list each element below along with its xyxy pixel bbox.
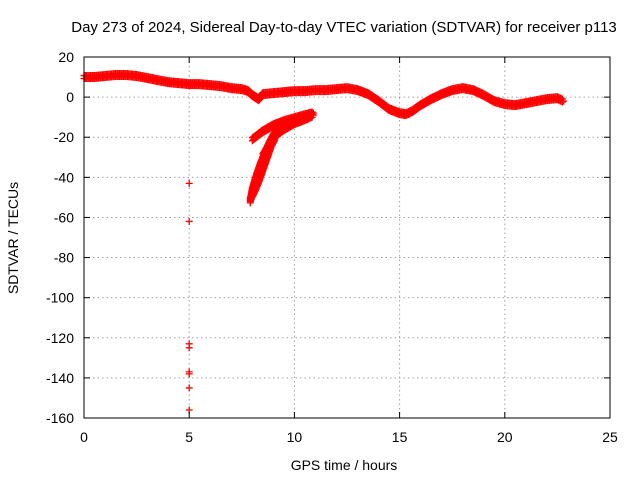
data-point xyxy=(271,133,279,141)
y-tick-label: -140 xyxy=(46,370,74,386)
data-point xyxy=(560,97,568,105)
y-tick-label: -60 xyxy=(54,209,74,225)
plot-frame xyxy=(83,56,611,419)
data-point xyxy=(185,217,193,225)
data-point xyxy=(309,111,317,119)
y-tick-label: -20 xyxy=(54,129,74,145)
y-axis-label: SDTVAR / TECUs xyxy=(5,182,21,294)
x-tick-label: 10 xyxy=(287,429,303,445)
y-tick-label: 0 xyxy=(66,89,74,105)
data-point xyxy=(272,129,280,137)
x-tick-label: 5 xyxy=(185,429,193,445)
y-tick-label: -160 xyxy=(46,410,74,426)
y-tick-label: -100 xyxy=(46,290,74,306)
x-tick-label: 15 xyxy=(392,429,408,445)
chart-title: Day 273 of 2024, Sidereal Day-to-day VTE… xyxy=(71,19,617,36)
data-point xyxy=(274,125,282,133)
x-tick-label: 20 xyxy=(497,429,513,445)
data-point xyxy=(185,370,193,378)
data-point xyxy=(558,98,566,106)
data-points xyxy=(80,70,568,414)
x-tick-label: 25 xyxy=(602,429,618,445)
x-axis-label: GPS time / hours xyxy=(291,457,398,473)
axis-ticks: 0 5 10 15 20 25 20 0 -20 -40 -60 -80 -100 -120 -140 -16… xyxy=(46,49,618,445)
data-point xyxy=(185,384,193,392)
y-tick-label: -120 xyxy=(46,330,74,346)
data-point xyxy=(185,179,193,187)
y-tick-label: 20 xyxy=(58,49,74,65)
y-tick-label: -40 xyxy=(54,169,74,185)
data-point xyxy=(185,344,193,352)
x-tick-label: 0 xyxy=(80,429,88,445)
grid xyxy=(84,57,610,418)
y-tick-label: -80 xyxy=(54,250,74,266)
